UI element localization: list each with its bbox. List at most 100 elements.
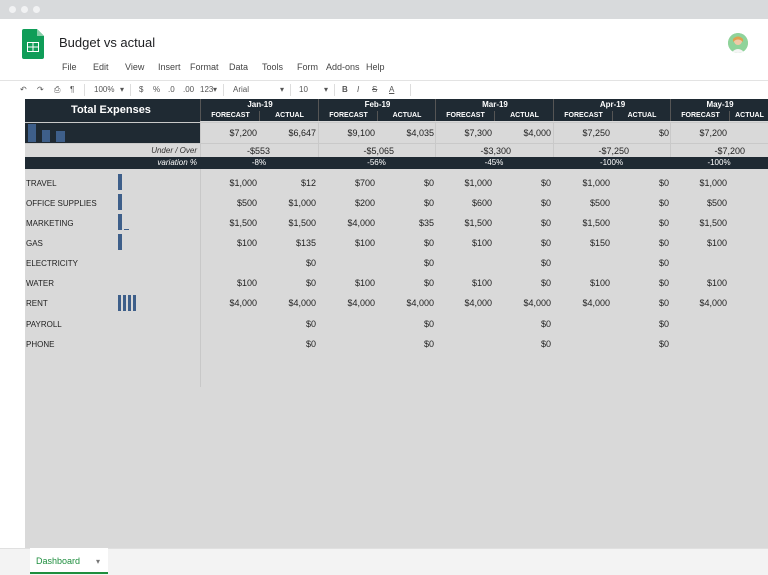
forecast-cell[interactable]: $600 — [471, 198, 492, 208]
actual-cell[interactable]: $0 — [658, 278, 669, 288]
variation-cell[interactable]: -100% — [707, 158, 731, 167]
total-forecast-cell[interactable]: $9,100 — [347, 128, 375, 138]
forecast-cell[interactable]: $4,000 — [464, 298, 492, 308]
forecast-cell[interactable]: $100 — [354, 238, 375, 248]
total-actual-cell[interactable]: $4,000 — [523, 128, 551, 138]
actual-cell[interactable]: $0 — [305, 278, 316, 288]
increase-decimal-button[interactable]: .00 — [183, 85, 195, 94]
font-family-select[interactable]: Arial — [233, 85, 250, 94]
forecast-cell[interactable]: $100 — [706, 278, 727, 288]
total-actual-cell[interactable]: $4,035 — [406, 128, 434, 138]
total-forecast-cell[interactable]: $7,300 — [464, 128, 492, 138]
category-label[interactable]: PHONE — [26, 340, 55, 349]
actual-cell[interactable]: $0 — [658, 218, 669, 228]
total-forecast-cell[interactable]: $7,200 — [699, 128, 727, 138]
menu-format[interactable]: Format — [190, 62, 219, 72]
month-header[interactable]: Jan-19 — [200, 99, 319, 111]
forecast-cell[interactable]: $200 — [354, 198, 375, 208]
actual-cell[interactable]: $0 — [658, 198, 669, 208]
chevron-down-icon[interactable]: ▾ — [96, 557, 101, 566]
actual-cell[interactable]: $35 — [418, 218, 434, 228]
variation-cell[interactable]: -8% — [251, 158, 267, 167]
category-label[interactable]: PAYROLL — [26, 320, 62, 329]
window-minimize-dot[interactable] — [21, 6, 28, 13]
actual-header[interactable]: ACTUAL — [729, 111, 768, 121]
forecast-cell[interactable]: $4,000 — [582, 298, 610, 308]
forecast-header[interactable]: FORECAST — [553, 111, 613, 121]
zoom-select[interactable]: 100% — [94, 85, 115, 94]
document-title[interactable]: Budget vs actual — [59, 35, 156, 50]
menu-tools[interactable]: Tools — [262, 62, 284, 72]
actual-cell[interactable]: $0 — [658, 319, 669, 329]
under-over-cell[interactable]: -$7,200 — [714, 146, 745, 156]
actual-cell[interactable]: $135 — [295, 238, 316, 248]
chevron-down-icon[interactable]: ▾ — [213, 85, 218, 94]
forecast-cell[interactable]: $4,000 — [347, 298, 375, 308]
actual-cell[interactable]: $0 — [658, 258, 669, 268]
actual-cell[interactable]: $0 — [540, 238, 551, 248]
italic-button[interactable]: I — [357, 85, 360, 94]
actual-cell[interactable]: $0 — [305, 258, 316, 268]
variation-cell[interactable]: -45% — [484, 158, 504, 167]
actual-cell[interactable]: $0 — [658, 339, 669, 349]
forecast-cell[interactable]: $4,000 — [699, 298, 727, 308]
forecast-cell[interactable]: $100 — [354, 278, 375, 288]
forecast-cell[interactable]: $1,500 — [582, 218, 610, 228]
forecast-cell[interactable]: $1,500 — [464, 218, 492, 228]
forecast-cell[interactable]: $100 — [236, 278, 257, 288]
menu-addons[interactable]: Add-ons — [326, 62, 360, 72]
chevron-down-icon[interactable]: ▾ — [280, 85, 285, 94]
actual-cell[interactable]: $12 — [300, 178, 316, 188]
actual-cell[interactable]: $0 — [305, 319, 316, 329]
actual-cell[interactable]: $0 — [423, 258, 434, 268]
month-header[interactable]: Mar-19 — [435, 99, 554, 111]
forecast-cell[interactable]: $1,000 — [229, 178, 257, 188]
total-forecast-cell[interactable]: $7,200 — [229, 128, 257, 138]
actual-cell[interactable]: $0 — [423, 198, 434, 208]
window-close-dot[interactable] — [9, 6, 16, 13]
menu-file[interactable]: File — [62, 62, 77, 72]
total-actual-cell[interactable]: $6,647 — [288, 128, 316, 138]
actual-cell[interactable]: $0 — [540, 198, 551, 208]
forecast-cell[interactable]: $500 — [706, 198, 727, 208]
under-over-cell[interactable]: -$3,300 — [480, 146, 511, 156]
actual-cell[interactable]: $0 — [423, 319, 434, 329]
actual-cell[interactable]: $0 — [658, 298, 669, 308]
category-label[interactable]: ELECTRICITY — [26, 259, 79, 268]
variation-cell[interactable]: -56% — [367, 158, 386, 167]
forecast-cell[interactable]: $100 — [471, 238, 492, 248]
menu-view[interactable]: View — [125, 62, 145, 72]
actual-cell[interactable]: $0 — [540, 339, 551, 349]
forecast-cell[interactable]: $1,000 — [582, 178, 610, 188]
under-over-cell[interactable]: -$7,250 — [598, 146, 629, 156]
actual-cell[interactable]: $0 — [305, 339, 316, 349]
chevron-down-icon[interactable]: ▾ — [324, 85, 329, 94]
category-label[interactable]: MARKETING — [26, 219, 74, 228]
total-forecast-cell[interactable]: $7,250 — [582, 128, 610, 138]
forecast-header[interactable]: FORECAST — [435, 111, 495, 121]
window-zoom-dot[interactable] — [33, 6, 40, 13]
bold-button[interactable]: B — [342, 85, 348, 94]
forecast-cell[interactable]: $150 — [589, 238, 610, 248]
font-size-select[interactable]: 10 — [299, 85, 308, 94]
forecast-cell[interactable]: $1,500 — [229, 218, 257, 228]
chevron-down-icon[interactable]: ▾ — [120, 85, 125, 94]
forecast-header[interactable]: FORECAST — [200, 111, 260, 121]
forecast-cell[interactable]: $700 — [354, 178, 375, 188]
forecast-header[interactable]: FORECAST — [670, 111, 730, 121]
actual-cell[interactable]: $0 — [423, 238, 434, 248]
forecast-cell[interactable]: $4,000 — [347, 218, 375, 228]
actual-cell[interactable]: $0 — [540, 278, 551, 288]
actual-cell[interactable]: $0 — [540, 218, 551, 228]
menu-insert[interactable]: Insert — [158, 62, 181, 72]
actual-cell[interactable]: $1,500 — [288, 218, 316, 228]
actual-header[interactable]: ACTUAL — [494, 111, 554, 121]
actual-cell[interactable]: $4,000 — [288, 298, 316, 308]
text-color-button[interactable]: A — [389, 85, 395, 94]
actual-cell[interactable]: $0 — [658, 178, 669, 188]
category-label[interactable]: WATER — [26, 279, 54, 288]
percent-format-button[interactable]: % — [153, 85, 161, 94]
actual-cell[interactable]: $0 — [423, 278, 434, 288]
category-label[interactable]: RENT — [26, 299, 48, 308]
actual-cell[interactable]: $4,000 — [406, 298, 434, 308]
